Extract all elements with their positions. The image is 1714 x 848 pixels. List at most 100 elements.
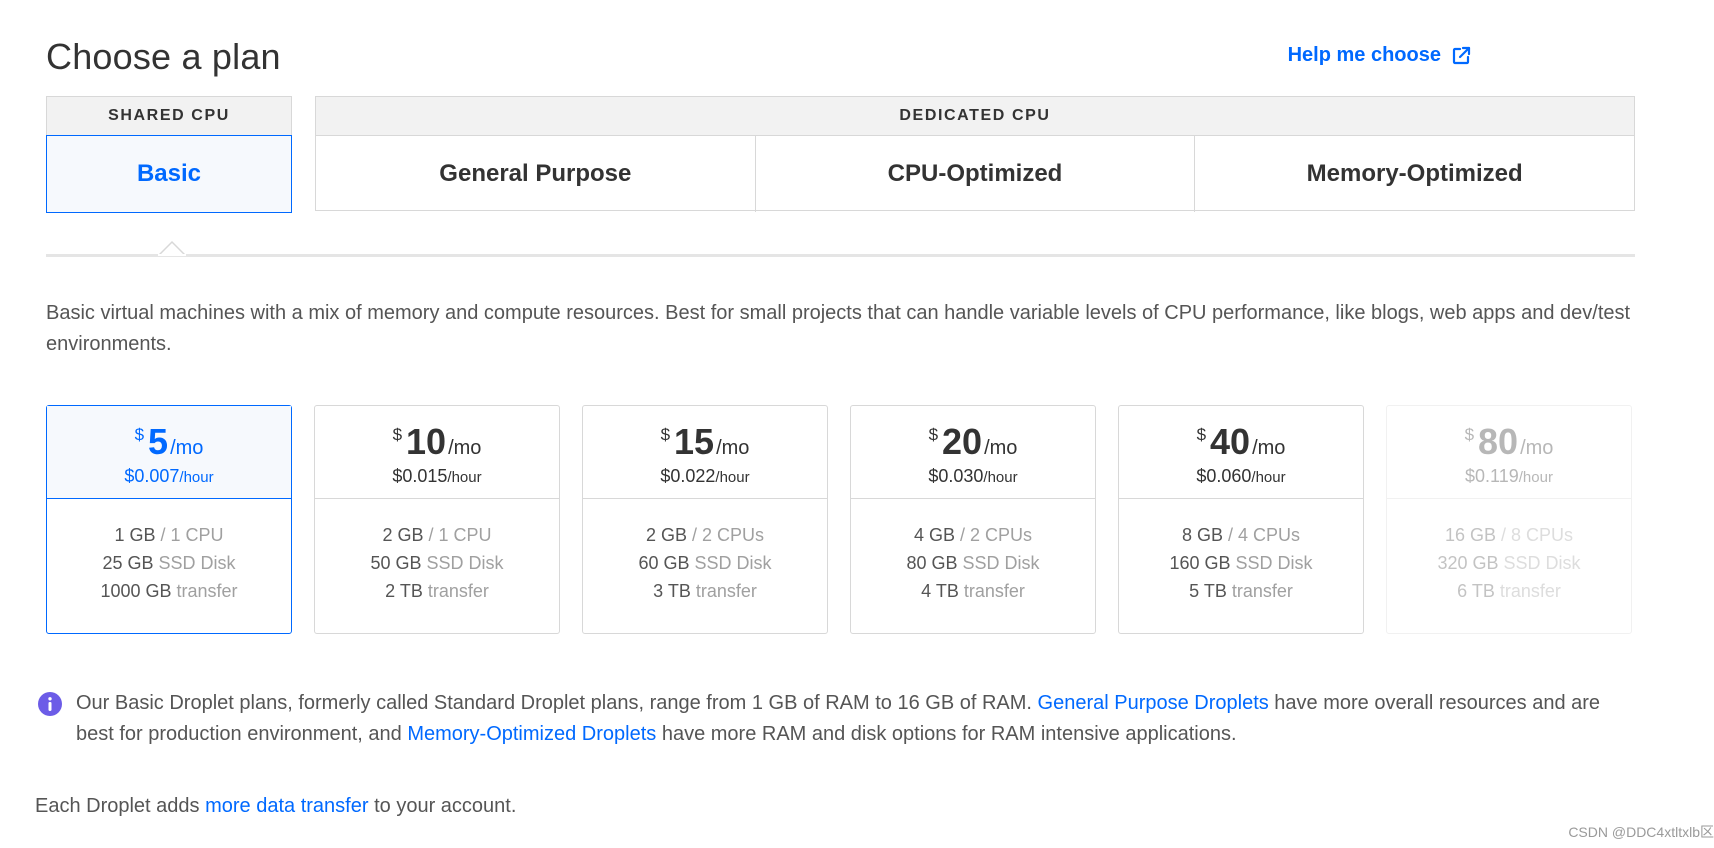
price-amount: 10: [406, 421, 447, 462]
monthly-price: $40/mo: [1119, 424, 1363, 460]
plan-card-5[interactable]: $5/mo $0.007/hour 1 GB / 1 CPU 25 GB SSD…: [46, 405, 292, 634]
dedicated-cpu-group: DEDICATED CPU General Purpose CPU-Optimi…: [315, 96, 1635, 212]
plan-specs: 2 GB / 2 CPUs 60 GB SSD Disk 3 TB transf…: [583, 499, 827, 605]
transfer-value: 1000 GB: [100, 581, 172, 601]
transfer-label: transfer: [1226, 581, 1293, 601]
currency-symbol: $: [392, 425, 403, 444]
monthly-price: $20/mo: [851, 424, 1095, 460]
ram-cpu-spec: 8 GB / 4 CPUs: [1119, 521, 1363, 549]
plan-specs: 8 GB / 4 CPUs 160 GB SSD Disk 5 TB trans…: [1119, 499, 1363, 605]
disk-value: 25 GB: [102, 553, 154, 573]
disk-value: 160 GB: [1169, 553, 1231, 573]
info-text-2: have more overall resources and are best…: [76, 692, 1601, 745]
page-title: Choose a plan: [46, 36, 281, 77]
info-text-3: have more RAM and disk options for RAM i…: [656, 723, 1237, 745]
hourly-price: $0.007/hour: [47, 466, 291, 487]
disk-spec: 25 GB SSD Disk: [47, 549, 291, 577]
disk-label: SSD Disk: [957, 553, 1040, 573]
plan-specs: 1 GB / 1 CPU 25 GB SSD Disk 1000 GB tran…: [47, 499, 291, 605]
per-month-label: /mo: [1252, 437, 1286, 459]
ram-value: 1 GB: [114, 525, 156, 545]
transfer-value: 5 TB: [1189, 581, 1227, 601]
footer-text-1: Each Droplet adds: [35, 795, 206, 817]
memory-optimized-droplets-link[interactable]: Memory-Optimized Droplets: [407, 723, 657, 745]
hourly-amount: $0.119: [1465, 466, 1519, 486]
transfer-value: 3 TB: [653, 581, 691, 601]
per-month-label: /mo: [716, 437, 750, 459]
per-month-label: /mo: [170, 437, 204, 459]
monthly-price: $5/mo: [47, 424, 291, 460]
per-hour-label: /hour: [715, 469, 750, 486]
help-me-choose-label: Help me choose: [1287, 44, 1441, 66]
plan-card-header: $5/mo $0.007/hour: [47, 406, 291, 499]
plan-card-20[interactable]: $20/mo $0.030/hour 4 GB / 2 CPUs 80 GB S…: [850, 405, 1096, 634]
disk-value: 60 GB: [638, 553, 690, 573]
disk-value: 80 GB: [906, 553, 958, 573]
transfer-spec: 5 TB transfer: [1119, 577, 1363, 605]
ram-value: 8 GB: [1181, 525, 1223, 545]
transfer-label: transfer: [1494, 581, 1561, 601]
ram-value: 2 GB: [382, 525, 424, 545]
plan-card-40[interactable]: $40/mo $0.060/hour 8 GB / 4 CPUs 160 GB …: [1118, 405, 1364, 634]
hourly-amount: $0.060: [1196, 466, 1252, 486]
plan-card-80: $80/mo $0.119/hour 16 GB / 8 CPUs 320 GB…: [1386, 405, 1632, 634]
info-text-1: Our Basic Droplet plans, formerly called…: [76, 692, 1038, 714]
cpu-value: / 8 CPUs: [1496, 525, 1574, 545]
cpu-value: / 1 CPU: [423, 525, 492, 545]
monthly-price: $15/mo: [583, 424, 827, 460]
ram-cpu-spec: 4 GB / 2 CPUs: [851, 521, 1095, 549]
plan-card-header: $20/mo $0.030/hour: [851, 406, 1095, 499]
disk-label: SSD Disk: [1498, 553, 1581, 573]
disk-spec: 320 GB SSD Disk: [1387, 549, 1631, 577]
per-hour-label: /hour: [447, 469, 482, 486]
transfer-label: transfer: [958, 581, 1025, 601]
plan-card-header: $80/mo $0.119/hour: [1387, 406, 1631, 499]
transfer-spec: 2 TB transfer: [315, 577, 559, 605]
monthly-price: $10/mo: [315, 424, 559, 460]
ram-value: 4 GB: [913, 525, 955, 545]
more-data-transfer-link[interactable]: more data transfer: [205, 795, 369, 817]
tab-general-purpose[interactable]: General Purpose: [316, 136, 756, 212]
cpu-value: / 1 CPU: [155, 525, 224, 545]
per-hour-label: /hour: [1518, 469, 1553, 486]
tab-basic[interactable]: Basic: [46, 135, 292, 213]
per-month-label: /mo: [448, 437, 482, 459]
tab-memory-optimized[interactable]: Memory-Optimized: [1306, 160, 1523, 187]
plan-card-15[interactable]: $15/mo $0.022/hour 2 GB / 2 CPUs 60 GB S…: [582, 405, 828, 634]
info-note-text: Our Basic Droplet plans, formerly called…: [76, 688, 1638, 750]
disk-spec: 60 GB SSD Disk: [583, 549, 827, 577]
disk-label: SSD Disk: [689, 553, 772, 573]
per-hour-label: /hour: [983, 469, 1018, 486]
cpu-value: / 4 CPUs: [1223, 525, 1301, 545]
hourly-amount: $0.030: [928, 466, 984, 486]
ram-value: 2 GB: [645, 525, 687, 545]
price-amount: 40: [1210, 421, 1251, 462]
plan-cards: $5/mo $0.007/hour 1 GB / 1 CPU 25 GB SSD…: [46, 405, 1632, 634]
disk-label: SSD Disk: [1230, 553, 1313, 573]
transfer-label: transfer: [422, 581, 489, 601]
currency-symbol: $: [660, 425, 671, 444]
cpu-value: / 2 CPUs: [687, 525, 765, 545]
help-me-choose-link[interactable]: Help me choose: [1288, 44, 1471, 67]
dedicated-cpu-label: DEDICATED CPU: [316, 97, 1634, 136]
ram-value: 16 GB: [1444, 525, 1496, 545]
transfer-spec: 4 TB transfer: [851, 577, 1095, 605]
shared-cpu-group: SHARED CPU Basic: [46, 96, 292, 213]
per-month-label: /mo: [984, 437, 1018, 459]
disk-label: SSD Disk: [153, 553, 236, 573]
plan-card-10[interactable]: $10/mo $0.015/hour 2 GB / 1 CPU 50 GB SS…: [314, 405, 560, 634]
hourly-price: $0.022/hour: [583, 466, 827, 487]
transfer-value: 6 TB: [1457, 581, 1495, 601]
ram-cpu-spec: 2 GB / 2 CPUs: [583, 521, 827, 549]
price-amount: 20: [942, 421, 983, 462]
info-icon: [38, 692, 62, 716]
general-purpose-droplets-link[interactable]: General Purpose Droplets: [1037, 692, 1269, 714]
per-month-label: /mo: [1520, 437, 1554, 459]
tab-cpu-optimized[interactable]: CPU-Optimized: [756, 136, 1196, 212]
disk-value: 50 GB: [370, 553, 422, 573]
hourly-amount: $0.015: [392, 466, 448, 486]
transfer-value: 2 TB: [385, 581, 423, 601]
disk-value: 320 GB: [1437, 553, 1499, 573]
shared-cpu-label: SHARED CPU: [47, 97, 291, 136]
plan-specs: 16 GB / 8 CPUs 320 GB SSD Disk 6 TB tran…: [1387, 499, 1631, 605]
